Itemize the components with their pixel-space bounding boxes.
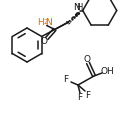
Text: F: F [85, 90, 91, 99]
Text: O: O [83, 55, 90, 63]
Text: H: H [77, 3, 83, 11]
Text: N: N [73, 3, 80, 11]
Text: H: H [37, 18, 44, 27]
Text: 2: 2 [43, 20, 47, 26]
Text: F: F [77, 93, 83, 103]
Text: F: F [63, 76, 69, 84]
Text: O: O [40, 36, 47, 45]
Text: N: N [45, 18, 52, 27]
Text: OH: OH [100, 66, 114, 76]
